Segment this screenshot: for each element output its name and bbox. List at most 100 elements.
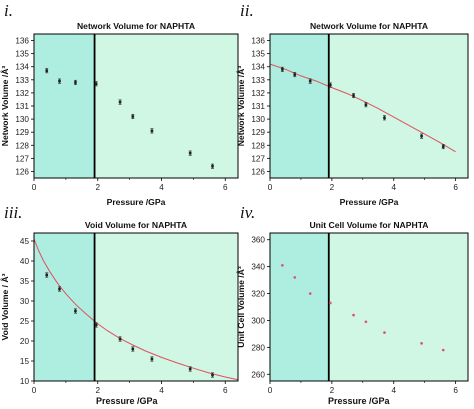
data-point bbox=[73, 308, 77, 314]
y-tick-label: 130 bbox=[251, 115, 265, 124]
y-tick-label: 135 bbox=[15, 50, 29, 59]
y-tick-label: 280 bbox=[251, 343, 265, 352]
x-tick-label: 4 bbox=[159, 386, 164, 395]
data-point bbox=[131, 113, 135, 119]
y-tick-label: 126 bbox=[15, 167, 29, 176]
region-high-pressure bbox=[328, 233, 468, 381]
marker bbox=[131, 347, 135, 351]
data-point bbox=[352, 313, 355, 317]
marker bbox=[45, 273, 49, 277]
marker bbox=[58, 287, 61, 291]
marker bbox=[188, 151, 192, 155]
y-tick-label: 20 bbox=[20, 337, 30, 346]
y-tick-label: 134 bbox=[15, 63, 29, 72]
marker bbox=[94, 323, 98, 327]
marker bbox=[94, 82, 98, 86]
data-point bbox=[383, 331, 386, 334]
y-axis-label: Network Volume /Å³ bbox=[0, 66, 10, 147]
data-point bbox=[293, 72, 297, 78]
marker bbox=[293, 73, 297, 76]
y-tick-label: 133 bbox=[15, 76, 29, 85]
x-tick-label: 2 bbox=[330, 386, 335, 395]
y-tick-label: 130 bbox=[15, 115, 29, 124]
chart-panel-4: 0 2 4 6 260 280 300 320 340 360 iv. Unit Cell Volum… bbox=[236, 203, 469, 395]
x-tick-label: 0 bbox=[268, 183, 273, 192]
y-tick-label: 260 bbox=[251, 370, 265, 379]
y-axis-label: Network Volume /Å³ bbox=[236, 66, 246, 147]
marker bbox=[308, 79, 312, 83]
chart-title: Unit Cell Volume for NAPHTA bbox=[309, 220, 428, 230]
x-tick-label: 4 bbox=[159, 183, 164, 192]
marker bbox=[74, 81, 77, 84]
region-high-pressure bbox=[94, 233, 238, 381]
data-point bbox=[131, 346, 135, 352]
data-point bbox=[382, 115, 386, 121]
data-point bbox=[328, 82, 332, 88]
panel-letter: iv. bbox=[240, 203, 255, 222]
region-high-pressure bbox=[328, 34, 468, 178]
y-tick-label: 25 bbox=[20, 317, 30, 326]
x-tick-label: 6 bbox=[223, 183, 228, 192]
region-low-pressure bbox=[34, 233, 95, 381]
plot-frame bbox=[269, 232, 469, 382]
chart-panel-2: 0 2 4 6 126 127 128 129 130 131 132 133 134 135 136 ii.… bbox=[236, 1, 469, 207]
y-tick-label: 15 bbox=[20, 357, 30, 366]
data-point bbox=[293, 276, 297, 279]
y-tick-label: 45 bbox=[20, 237, 30, 246]
y-tick-label: 132 bbox=[15, 89, 29, 98]
data-point bbox=[188, 366, 192, 372]
x-tick-label: 4 bbox=[391, 183, 396, 192]
data-point bbox=[211, 163, 214, 169]
marker bbox=[45, 69, 49, 72]
panel-letter: iii. bbox=[4, 203, 22, 222]
y-tick-label: 127 bbox=[15, 154, 29, 163]
data-point bbox=[308, 292, 312, 295]
marker bbox=[74, 309, 77, 313]
y-tick-label: 129 bbox=[15, 128, 29, 137]
data-point bbox=[308, 78, 312, 84]
marker bbox=[211, 373, 214, 377]
y-tick-label: 131 bbox=[251, 102, 265, 111]
marker bbox=[58, 79, 61, 83]
fit-curve bbox=[33, 238, 239, 381]
data-point bbox=[420, 342, 423, 345]
data-point bbox=[441, 348, 445, 352]
y-tick-label: 127 bbox=[251, 154, 265, 163]
x-tick-label: 6 bbox=[223, 386, 228, 395]
data-point bbox=[150, 356, 154, 362]
region-low-pressure bbox=[270, 233, 329, 381]
x-tick-label: 2 bbox=[95, 386, 100, 395]
y-tick-label: 133 bbox=[251, 76, 265, 85]
marker bbox=[352, 94, 355, 97]
y-tick-label: 128 bbox=[251, 141, 265, 150]
chart-panel-3: 0 2 4 6 10 15 20 25 30 35 40 45 iii. Void Volume for … bbox=[0, 203, 239, 395]
x-axis-label: Pressure /GPa bbox=[340, 197, 399, 207]
marker bbox=[118, 100, 122, 104]
data-point bbox=[118, 336, 122, 342]
data-point bbox=[58, 286, 61, 292]
marker bbox=[420, 134, 423, 138]
data-point bbox=[118, 99, 122, 105]
y-tick-label: 136 bbox=[251, 37, 265, 46]
y-tick-label: 134 bbox=[251, 63, 265, 72]
plot-frame bbox=[33, 232, 239, 382]
marker bbox=[150, 357, 154, 361]
chart-title: Network Volume for NAPHTA bbox=[310, 21, 428, 31]
x-tick-label: 4 bbox=[391, 386, 396, 395]
x-tick-label: 6 bbox=[453, 386, 458, 395]
data-point bbox=[94, 322, 98, 328]
data-point bbox=[73, 79, 77, 85]
x-tick-label: 6 bbox=[453, 183, 458, 192]
y-axis-label: Void Volume / Å³ bbox=[0, 273, 10, 340]
data-point bbox=[281, 263, 284, 267]
data-point bbox=[58, 78, 61, 84]
data-point bbox=[94, 81, 98, 87]
x-axis-label-bottom-right: Pressure /GPa bbox=[328, 396, 390, 406]
marker bbox=[131, 115, 135, 118]
x-axis-label-bottom-left: Pressure /GPa bbox=[96, 396, 158, 406]
data-point bbox=[329, 301, 332, 305]
marker bbox=[364, 103, 368, 106]
x-tick-label: 0 bbox=[32, 386, 37, 395]
data-point bbox=[150, 128, 154, 134]
